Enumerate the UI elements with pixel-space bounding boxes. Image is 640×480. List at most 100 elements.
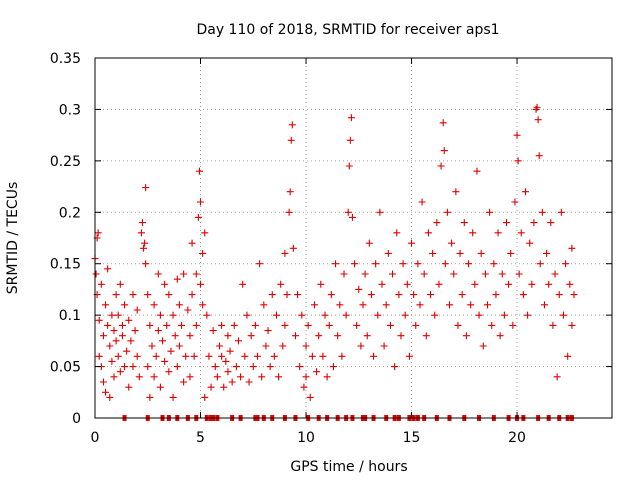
data-point <box>152 352 160 360</box>
data-point <box>275 373 283 381</box>
data-point <box>357 342 365 350</box>
data-point <box>530 219 538 227</box>
data-point <box>108 311 116 319</box>
data-point <box>159 337 167 345</box>
data-point <box>253 352 261 360</box>
data-point <box>182 352 190 360</box>
data-point <box>218 321 226 329</box>
data-point <box>393 229 401 237</box>
data-point <box>372 260 380 268</box>
x-tick-label: 5 <box>196 430 205 446</box>
data-point <box>524 311 532 319</box>
data-point <box>237 373 245 381</box>
data-point <box>302 373 310 381</box>
data-point <box>239 280 247 288</box>
data-point <box>163 321 171 329</box>
data-point <box>511 198 519 206</box>
data-point <box>359 301 367 309</box>
data-point <box>184 306 192 314</box>
data-point <box>108 357 116 365</box>
data-point <box>559 311 567 319</box>
data-point <box>391 363 399 371</box>
data-point <box>443 208 451 216</box>
data-point <box>114 352 122 360</box>
data-point <box>477 249 485 257</box>
data-point <box>144 291 152 299</box>
data-point <box>131 327 139 335</box>
data-point <box>156 311 164 319</box>
data-point <box>262 342 270 350</box>
data-point <box>110 327 118 335</box>
data-point <box>288 121 296 129</box>
data-point <box>553 373 561 381</box>
data-point <box>192 321 200 329</box>
data-point <box>363 332 371 340</box>
data-point <box>94 229 102 237</box>
data-point <box>458 291 466 299</box>
data-point <box>129 363 137 371</box>
data-point <box>140 244 148 252</box>
data-point <box>283 291 291 299</box>
data-point <box>142 260 150 268</box>
y-tick-label: 0.1 <box>59 308 81 324</box>
data-point <box>549 321 557 329</box>
data-point <box>150 301 158 309</box>
axes: 0 0.05 0.1 0.15 0.2 0.25 0.3 0.35 0 5 10 15 20 <box>50 51 613 446</box>
data-point <box>133 306 141 314</box>
data-point <box>99 332 107 340</box>
data-point <box>386 321 394 329</box>
data-point <box>154 327 162 335</box>
data-point <box>479 342 487 350</box>
data-point <box>104 321 112 329</box>
data-point <box>500 311 508 319</box>
data-point <box>256 260 264 268</box>
data-point <box>272 311 280 319</box>
data-point <box>535 152 543 160</box>
data-point <box>121 363 129 371</box>
data-point <box>310 301 318 309</box>
data-point <box>564 352 572 360</box>
data-point <box>127 337 135 345</box>
data-point <box>471 280 479 288</box>
data-point <box>298 311 306 319</box>
data-point <box>334 332 342 340</box>
data-point <box>492 291 500 299</box>
data-point <box>249 363 257 371</box>
data-point <box>490 260 498 268</box>
data-point <box>123 347 131 355</box>
y-tick-label: 0.25 <box>50 154 81 170</box>
data-point <box>203 311 211 319</box>
data-point <box>399 260 407 268</box>
data-point <box>224 368 232 376</box>
data-point <box>429 249 437 257</box>
data-point <box>446 301 454 309</box>
data-point <box>194 213 202 221</box>
data-point <box>279 342 287 350</box>
data-point <box>201 229 209 237</box>
data-point <box>313 368 321 376</box>
data-point <box>112 337 120 345</box>
x-axis-label: GPS time / hours <box>290 459 407 475</box>
data-point <box>245 378 253 386</box>
data-point <box>513 131 521 139</box>
data-point <box>342 311 350 319</box>
data-point <box>112 291 120 299</box>
data-point <box>287 136 295 144</box>
data-point <box>424 229 432 237</box>
data-point <box>161 280 169 288</box>
data-point <box>205 352 213 360</box>
data-point <box>95 316 103 324</box>
data-point <box>266 363 274 371</box>
data-point <box>161 357 169 365</box>
data-point <box>384 249 392 257</box>
data-point <box>110 373 118 381</box>
data-point <box>521 188 529 196</box>
data-point <box>146 393 154 401</box>
data-point <box>344 208 352 216</box>
data-point <box>281 249 289 257</box>
data-point <box>528 280 536 288</box>
data-point <box>416 301 424 309</box>
data-point <box>433 219 441 227</box>
grid-lines <box>95 58 612 418</box>
data-point <box>562 260 570 268</box>
